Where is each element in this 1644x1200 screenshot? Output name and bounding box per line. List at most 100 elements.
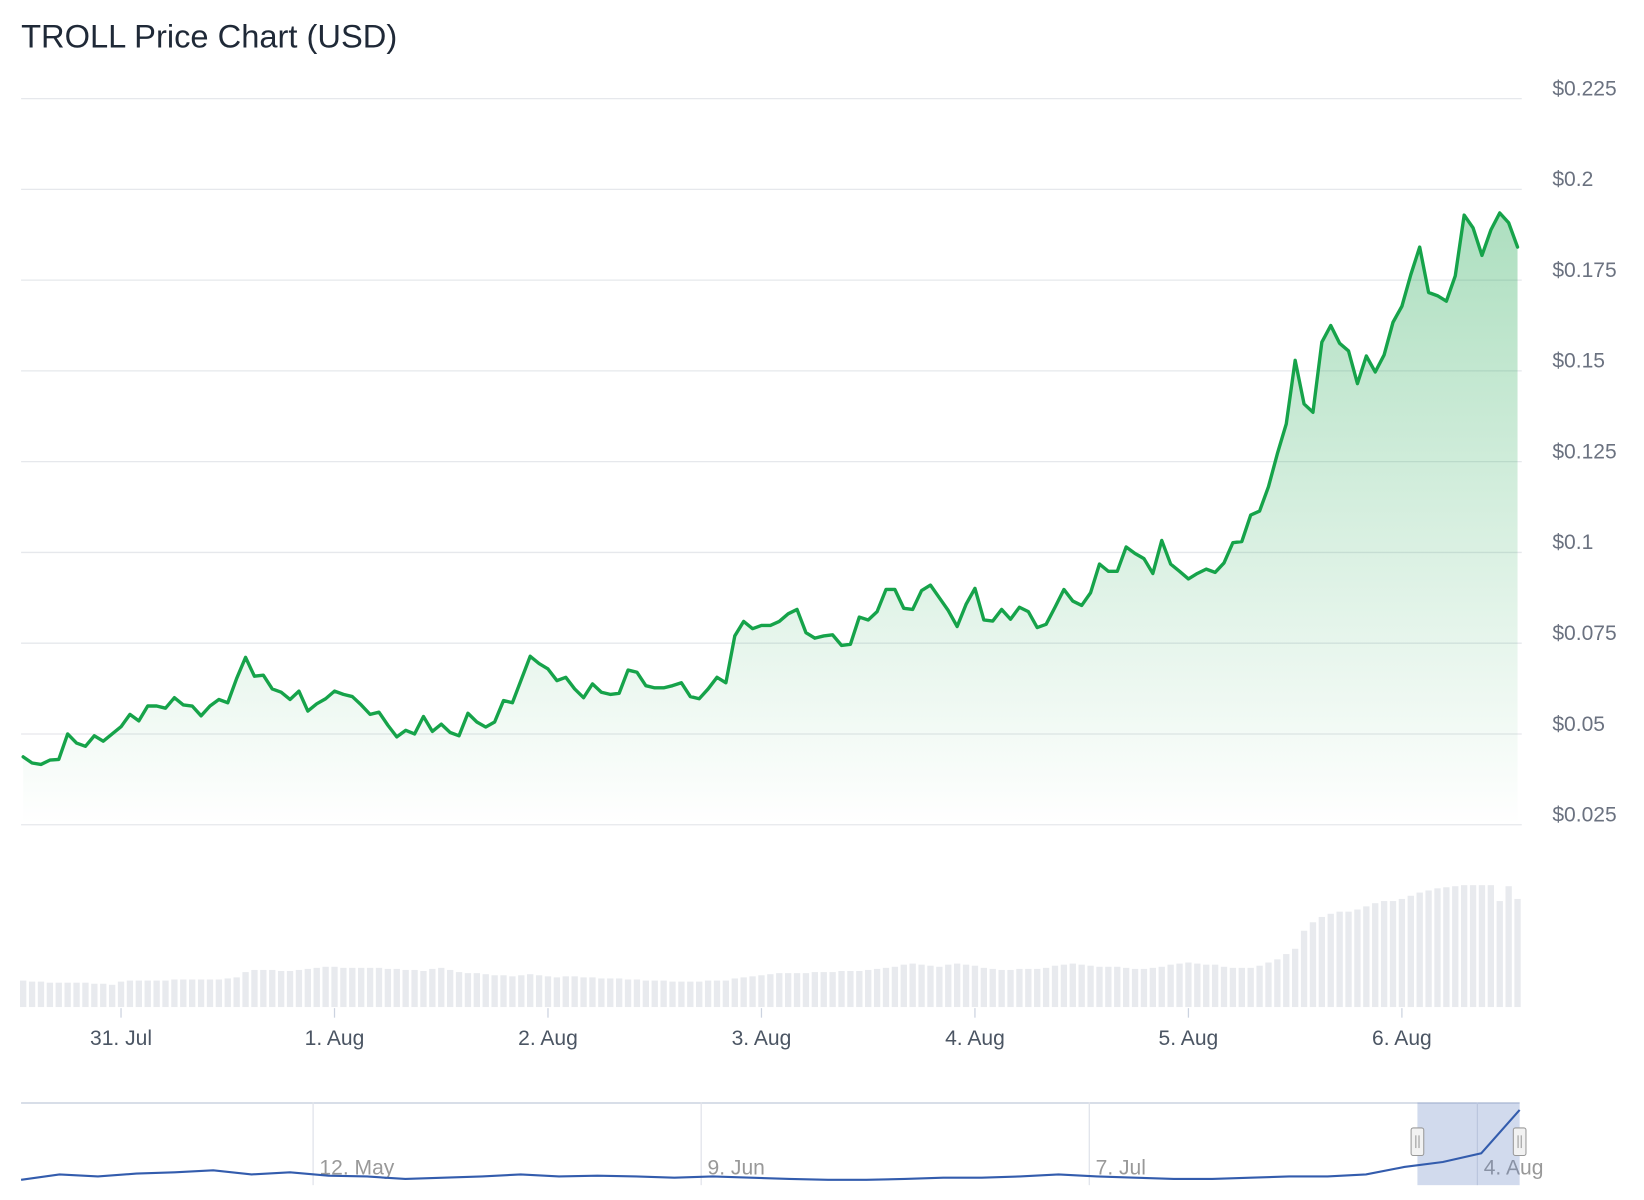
x-tick-label: 31. Jul xyxy=(90,1027,152,1050)
volume-bar xyxy=(117,981,125,1008)
volume-bar xyxy=(535,975,543,1008)
chart-title: TROLL Price Chart (USD) xyxy=(21,18,397,55)
volume-bar xyxy=(1078,964,1085,1008)
volume-bar xyxy=(1336,911,1343,1008)
volume-bar xyxy=(580,977,587,1008)
volume-bar xyxy=(615,978,623,1008)
x-tick-label: 3. Aug xyxy=(732,1027,792,1050)
volume-bar xyxy=(1042,967,1050,1008)
volume-bar xyxy=(571,976,578,1008)
volume-bar xyxy=(1514,898,1521,1008)
volume-bar xyxy=(1309,922,1317,1008)
volume-bar xyxy=(384,968,392,1008)
volume-bar xyxy=(1478,885,1486,1008)
volume-bar xyxy=(527,974,534,1008)
volume-bar xyxy=(420,971,427,1008)
volume-bar xyxy=(1380,901,1388,1008)
volume-bar xyxy=(1114,966,1121,1008)
volume-bar xyxy=(340,967,347,1008)
y-tick-label: $0.225 xyxy=(1552,77,1616,100)
x-tick-label: 6. Aug xyxy=(1372,1027,1432,1050)
y-tick-label: $0.15 xyxy=(1552,350,1605,373)
volume-bar xyxy=(269,969,276,1008)
y-tick-label: $0.075 xyxy=(1552,622,1616,645)
volume-bar xyxy=(20,980,27,1008)
volume-bar xyxy=(749,976,756,1008)
volume-bar xyxy=(366,967,374,1008)
volume-bar xyxy=(144,980,151,1008)
volume-bar xyxy=(624,979,632,1008)
volume-bar xyxy=(953,963,961,1008)
volume-bar xyxy=(518,975,525,1008)
volume-bar xyxy=(1247,967,1254,1008)
navigator-tick-label: 9. Jun xyxy=(708,1157,765,1180)
volume-bar xyxy=(1238,967,1245,1008)
volume-bar xyxy=(304,968,311,1008)
volume-bar xyxy=(731,978,738,1008)
volume-bar xyxy=(598,978,605,1008)
volume-bar xyxy=(1087,965,1094,1008)
volume-bar xyxy=(1051,965,1059,1008)
volume-bar xyxy=(1469,885,1477,1008)
volume-bar xyxy=(1229,967,1237,1008)
volume-bar xyxy=(438,967,445,1008)
volume-bar xyxy=(1025,968,1032,1008)
volume-bar xyxy=(1069,963,1076,1008)
volume-bar xyxy=(189,979,196,1008)
volume-bar xyxy=(482,974,489,1008)
volume-bar xyxy=(1034,968,1041,1008)
volume-bar xyxy=(1416,892,1423,1008)
volume-bar xyxy=(500,975,507,1008)
volume-bar xyxy=(918,964,925,1008)
volume-bar xyxy=(776,973,783,1008)
volume-bar xyxy=(553,977,561,1008)
volume-bar xyxy=(233,977,240,1008)
volume-bar xyxy=(455,972,463,1008)
volume-bar xyxy=(295,969,303,1008)
volume-bar xyxy=(927,965,934,1008)
volume-bar xyxy=(64,982,71,1008)
volume-bar xyxy=(1265,962,1272,1008)
volume-bar xyxy=(1211,964,1219,1008)
volume-bar xyxy=(375,967,383,1008)
volume-bar xyxy=(1487,885,1495,1008)
x-tick-label: 5. Aug xyxy=(1159,1027,1219,1050)
volume-bar xyxy=(473,973,480,1008)
volume-bar xyxy=(73,982,80,1008)
volume-bar xyxy=(678,981,685,1008)
volume-bar xyxy=(607,978,614,1008)
volume-bar xyxy=(411,969,418,1008)
volume-bar xyxy=(1345,911,1352,1008)
y-tick-label: $0.125 xyxy=(1552,440,1616,463)
volume-bar xyxy=(1016,968,1023,1008)
volume-bar xyxy=(100,983,107,1008)
volume-bar xyxy=(28,981,36,1008)
volume-bar xyxy=(998,969,1005,1008)
volume-bar xyxy=(687,981,694,1008)
price-line xyxy=(21,211,1520,767)
volume-bar xyxy=(1149,967,1157,1008)
volume-bar xyxy=(55,982,62,1008)
volume-bar xyxy=(544,976,552,1008)
volume-bar xyxy=(589,977,596,1008)
volume-bar xyxy=(811,972,818,1008)
volume-bar xyxy=(509,976,516,1008)
volume-bar xyxy=(856,971,863,1008)
volume-bar xyxy=(91,983,98,1008)
volume-bar xyxy=(660,980,667,1008)
volume-bar xyxy=(37,981,45,1008)
volume-bar xyxy=(1300,930,1308,1008)
volume-bar xyxy=(153,980,160,1008)
volume-bar xyxy=(108,984,116,1008)
volume-bar xyxy=(1398,898,1406,1008)
navigator-selection xyxy=(1417,1102,1520,1186)
y-tick-label: $0.1 xyxy=(1552,531,1593,554)
volume-bar xyxy=(446,969,454,1008)
volume-bar xyxy=(651,980,658,1008)
volume-bar xyxy=(491,975,498,1008)
volume-bar xyxy=(1256,965,1263,1008)
x-tick-label: 4. Aug xyxy=(945,1027,1005,1050)
volume-bar xyxy=(331,966,338,1008)
volume-bar xyxy=(286,971,294,1008)
